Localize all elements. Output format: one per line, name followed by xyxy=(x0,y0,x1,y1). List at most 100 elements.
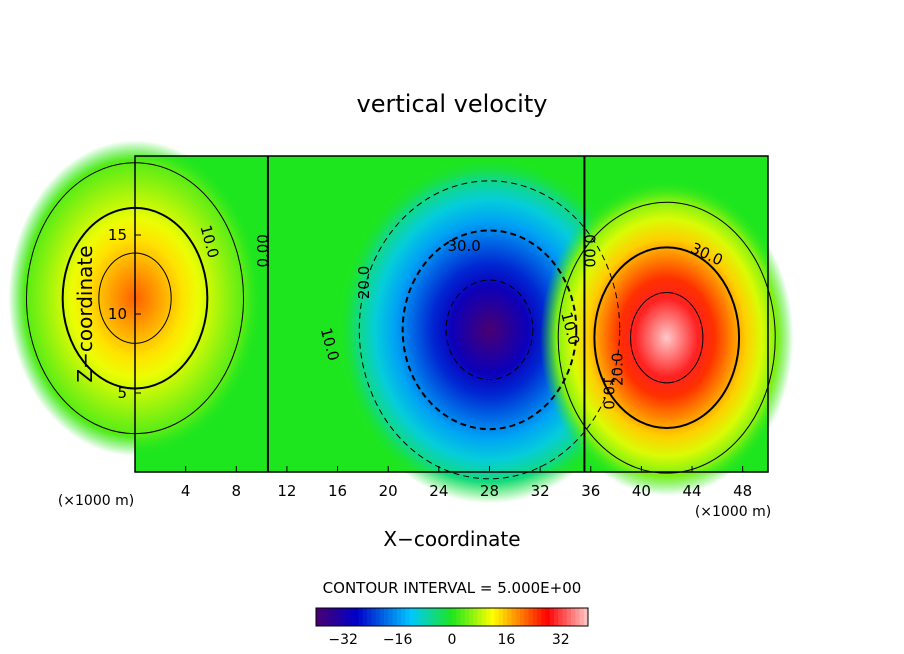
contour-line xyxy=(358,180,621,480)
x-tick-label: 24 xyxy=(429,482,448,500)
x-tick-label: 16 xyxy=(328,482,347,500)
colorbar-cell xyxy=(396,608,402,626)
x-tick-label: 44 xyxy=(682,482,701,500)
contour-line xyxy=(593,246,741,429)
colorbar-cell xyxy=(579,608,585,626)
chart-title: vertical velocity xyxy=(357,90,548,118)
x-axis-label: X−coordinate xyxy=(383,527,520,551)
y-tick-label: 5 xyxy=(117,384,127,402)
x-tick-label: 48 xyxy=(733,482,752,500)
colorbar-cell xyxy=(566,608,572,626)
colorbar-cell xyxy=(328,608,334,626)
colorbar-cell xyxy=(320,608,325,626)
colorbar-cell xyxy=(469,608,474,626)
colorbar-tick-label: −32 xyxy=(328,632,358,648)
colorbar-cell xyxy=(405,608,410,626)
colorbar-cell xyxy=(392,608,398,626)
colorbar-cell xyxy=(545,608,551,626)
colorbar-cell xyxy=(345,608,351,626)
colorbar-cell xyxy=(350,608,355,626)
colorbar-cell xyxy=(388,608,393,626)
x-tick-label: 32 xyxy=(531,482,550,500)
colorbar-cell xyxy=(464,608,470,626)
contour-line xyxy=(445,279,534,380)
contour-label: 10.0 xyxy=(599,376,617,409)
colorbar-cell xyxy=(503,608,508,626)
contour-label: 0.00 xyxy=(580,234,598,267)
colorbar-cell xyxy=(371,608,376,626)
x-unit-left: (×1000 m) xyxy=(58,493,134,509)
y-tick-label: 15 xyxy=(108,226,127,244)
colorbar-cell xyxy=(354,608,359,626)
colorbar-cell xyxy=(507,608,512,626)
x-tick-label: 8 xyxy=(232,482,242,500)
y-tick-label: 10 xyxy=(108,305,127,323)
colorbar-cell xyxy=(426,608,432,626)
colorbar-ticks: −32 −16 0 16 32 xyxy=(328,632,569,648)
colorbar-cell xyxy=(532,608,538,626)
colorbar-cell xyxy=(558,608,563,626)
colorbar-cell xyxy=(537,608,542,626)
contour-label: 20.0 xyxy=(608,353,626,386)
colorbar-cell xyxy=(367,608,372,626)
colorbar-cell xyxy=(324,608,330,626)
colorbar-cell xyxy=(571,608,576,626)
colorbar-cell xyxy=(486,608,491,626)
x-tick-label: 12 xyxy=(277,482,296,500)
colorbar-cell xyxy=(498,608,504,626)
y-axis-label: Z−coordinate xyxy=(73,245,97,382)
colorbar-cell xyxy=(473,608,478,626)
colorbar-cell xyxy=(362,608,368,626)
colorbar-cell xyxy=(358,608,364,626)
colorbar-tick-label: 32 xyxy=(552,632,570,648)
contour-label: 0.00 xyxy=(254,234,272,267)
colorbar-cell xyxy=(575,608,580,626)
colorbar-cell xyxy=(524,608,529,626)
colorbar-tick-label: −16 xyxy=(383,632,413,648)
colorbar-cell xyxy=(460,608,466,626)
colorbar-cell xyxy=(418,608,423,626)
colorbar-cell xyxy=(511,608,517,626)
colorbar-cell xyxy=(541,608,546,626)
colorbar-tick-label: 0 xyxy=(448,632,457,648)
colorbar-cell xyxy=(337,608,342,626)
contour-line xyxy=(401,229,578,431)
x-axis-ticks: 4 8 12 16 20 24 28 32 36 40 44 48 xyxy=(181,466,752,500)
colorbar-cell xyxy=(333,608,338,626)
colorbar-cell xyxy=(439,608,444,626)
colorbar-cell xyxy=(494,608,500,626)
colorbar-cell xyxy=(341,608,347,626)
colorbar-cell xyxy=(413,608,419,626)
colorbar-cell xyxy=(515,608,521,626)
colorbar-cell xyxy=(316,608,321,626)
x-tick-label: 20 xyxy=(379,482,398,500)
colorbar-cell xyxy=(477,608,483,626)
colorbar-frame xyxy=(315,607,589,627)
colorbar-cell xyxy=(490,608,495,626)
colorbar-cell xyxy=(443,608,449,626)
colorbar-cell xyxy=(379,608,385,626)
colorbar-tick-label: 16 xyxy=(497,632,515,648)
colorbar-cell xyxy=(409,608,415,626)
x-tick-label: 28 xyxy=(480,482,499,500)
colorbar-cell xyxy=(554,608,559,626)
colorbar-cell xyxy=(481,608,487,626)
contour-label: 30.0 xyxy=(447,237,480,255)
y-axis-ticks: 5 10 15 xyxy=(108,226,141,402)
colorbar-cell xyxy=(447,608,453,626)
colorbar-cell xyxy=(401,608,406,626)
contour-line xyxy=(630,292,704,384)
colorbar-cell xyxy=(422,608,427,626)
x-tick-label: 40 xyxy=(632,482,651,500)
colorbar-cell xyxy=(456,608,461,626)
colorbar-cell xyxy=(452,608,457,626)
contour-label: 20.0 xyxy=(355,266,373,299)
x-unit-right: (×1000 m) xyxy=(695,504,771,520)
colorbar-cell xyxy=(430,608,436,626)
colorbar-cell xyxy=(528,608,534,626)
contour-interval-text: CONTOUR INTERVAL = 5.000E+00 xyxy=(323,579,582,597)
colorbar xyxy=(315,607,589,627)
colorbar-cell xyxy=(375,608,381,626)
colorbar-cell xyxy=(562,608,568,626)
